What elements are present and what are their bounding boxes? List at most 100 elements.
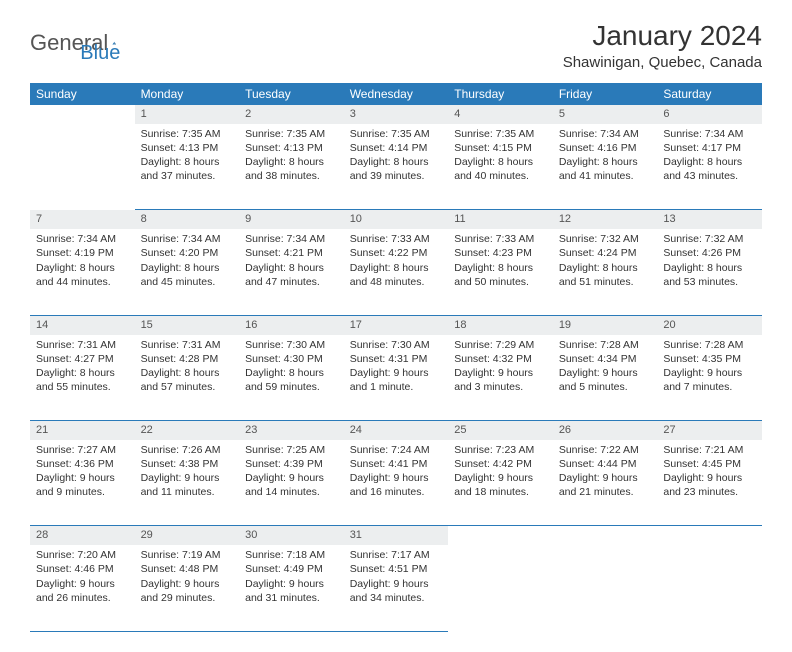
sunset-line: Sunset: 4:31 PM: [350, 352, 443, 366]
day-number-cell: [448, 526, 553, 545]
sunrise-line: Sunrise: 7:35 AM: [350, 127, 443, 141]
day-number-cell: 5: [553, 105, 658, 124]
day-body: Sunrise: 7:32 AMSunset: 4:24 PMDaylight:…: [553, 229, 658, 295]
month-title: January 2024: [563, 20, 762, 52]
daylight-line: Daylight: 9 hours and 16 minutes.: [350, 471, 443, 499]
sunset-line: Sunset: 4:34 PM: [559, 352, 652, 366]
week-row: Sunrise: 7:35 AMSunset: 4:13 PMDaylight:…: [30, 124, 762, 210]
sunset-line: Sunset: 4:38 PM: [141, 457, 234, 471]
day-body: Sunrise: 7:23 AMSunset: 4:42 PMDaylight:…: [448, 440, 553, 506]
daylight-line: Daylight: 9 hours and 26 minutes.: [36, 577, 129, 605]
day-number-cell: [657, 526, 762, 545]
sunrise-line: Sunrise: 7:17 AM: [350, 548, 443, 562]
day-cell: Sunrise: 7:24 AMSunset: 4:41 PMDaylight:…: [344, 440, 449, 526]
daynum-row: 28293031: [30, 526, 762, 545]
day-cell: Sunrise: 7:31 AMSunset: 4:27 PMDaylight:…: [30, 335, 135, 421]
sunset-line: Sunset: 4:19 PM: [36, 246, 129, 260]
day-cell: [657, 545, 762, 631]
day-cell: Sunrise: 7:31 AMSunset: 4:28 PMDaylight:…: [135, 335, 240, 421]
day-cell: Sunrise: 7:35 AMSunset: 4:14 PMDaylight:…: [344, 124, 449, 210]
day-cell: Sunrise: 7:34 AMSunset: 4:21 PMDaylight:…: [239, 229, 344, 315]
daylight-line: Daylight: 8 hours and 48 minutes.: [350, 261, 443, 289]
day-number-cell: 30: [239, 526, 344, 545]
sunrise-line: Sunrise: 7:34 AM: [141, 232, 234, 246]
calendar-head: SundayMondayTuesdayWednesdayThursdayFrid…: [30, 83, 762, 105]
day-body: Sunrise: 7:19 AMSunset: 4:48 PMDaylight:…: [135, 545, 240, 611]
day-cell: Sunrise: 7:33 AMSunset: 4:23 PMDaylight:…: [448, 229, 553, 315]
sunset-line: Sunset: 4:30 PM: [245, 352, 338, 366]
day-body: Sunrise: 7:35 AMSunset: 4:13 PMDaylight:…: [239, 124, 344, 190]
day-cell: [553, 545, 658, 631]
daylight-line: Daylight: 9 hours and 23 minutes.: [663, 471, 756, 499]
sunset-line: Sunset: 4:13 PM: [141, 141, 234, 155]
daylight-line: Daylight: 8 hours and 45 minutes.: [141, 261, 234, 289]
day-cell: Sunrise: 7:30 AMSunset: 4:31 PMDaylight:…: [344, 335, 449, 421]
weekday-header: Monday: [135, 83, 240, 105]
week-row: Sunrise: 7:31 AMSunset: 4:27 PMDaylight:…: [30, 335, 762, 421]
sunrise-line: Sunrise: 7:23 AM: [454, 443, 547, 457]
sunrise-line: Sunrise: 7:34 AM: [245, 232, 338, 246]
sunset-line: Sunset: 4:36 PM: [36, 457, 129, 471]
day-body: Sunrise: 7:31 AMSunset: 4:27 PMDaylight:…: [30, 335, 135, 401]
day-cell: Sunrise: 7:34 AMSunset: 4:20 PMDaylight:…: [135, 229, 240, 315]
week-row: Sunrise: 7:27 AMSunset: 4:36 PM Daylight:…: [30, 440, 762, 526]
sunrise-line: Sunrise: 7:31 AM: [36, 338, 129, 352]
daylight-line: Daylight: 8 hours and 59 minutes.: [245, 366, 338, 394]
daylight-line: Daylight: 8 hours and 43 minutes.: [663, 155, 756, 183]
day-number-cell: 24: [344, 421, 449, 440]
day-cell: Sunrise: 7:34 AMSunset: 4:19 PMDaylight:…: [30, 229, 135, 315]
day-body: Sunrise: 7:35 AMSunset: 4:14 PMDaylight:…: [344, 124, 449, 190]
weekday-header: Wednesday: [344, 83, 449, 105]
location-text: Shawinigan, Quebec, Canada: [563, 54, 762, 71]
day-number-cell: 13: [657, 210, 762, 229]
sunrise-line: Sunrise: 7:25 AM: [245, 443, 338, 457]
day-cell: Sunrise: 7:21 AMSunset: 4:45 PMDaylight:…: [657, 440, 762, 526]
sunrise-line: Sunrise: 7:24 AM: [350, 443, 443, 457]
day-cell: Sunrise: 7:28 AMSunset: 4:34 PMDaylight:…: [553, 335, 658, 421]
sunset-line: Sunset: 4:39 PM: [245, 457, 338, 471]
day-body: Sunrise: 7:26 AMSunset: 4:38 PMDaylight:…: [135, 440, 240, 506]
daylight-line: Daylight: 8 hours and 50 minutes.: [454, 261, 547, 289]
daylight-line: Daylight: 8 hours and 57 minutes.: [141, 366, 234, 394]
day-number-cell: 10: [344, 210, 449, 229]
sunset-line: Sunset: 4:15 PM: [454, 141, 547, 155]
day-body: Sunrise: 7:34 AMSunset: 4:19 PMDaylight:…: [30, 229, 135, 295]
day-cell: Sunrise: 7:27 AMSunset: 4:36 PMDaylight:…: [30, 440, 135, 526]
calendar-table: SundayMondayTuesdayWednesdayThursdayFrid…: [30, 83, 762, 632]
day-cell: [30, 124, 135, 210]
weekday-row: SundayMondayTuesdayWednesdayThursdayFrid…: [30, 83, 762, 105]
sunset-line: Sunset: 4:13 PM: [245, 141, 338, 155]
day-body: Sunrise: 7:34 AMSunset: 4:21 PMDaylight:…: [239, 229, 344, 295]
sunset-line: Sunset: 4:17 PM: [663, 141, 756, 155]
sunset-line: Sunset: 4:51 PM: [350, 562, 443, 576]
day-number-cell: 12: [553, 210, 658, 229]
day-body: Sunrise: 7:34 AMSunset: 4:17 PMDaylight:…: [657, 124, 762, 190]
day-cell: Sunrise: 7:34 AMSunset: 4:17 PMDaylight:…: [657, 124, 762, 210]
day-cell: Sunrise: 7:35 AMSunset: 4:13 PMDaylight:…: [135, 124, 240, 210]
day-cell: Sunrise: 7:18 AMSunset: 4:49 PMDaylight:…: [239, 545, 344, 631]
day-body: Sunrise: 7:30 AMSunset: 4:31 PMDaylight:…: [344, 335, 449, 401]
calendar-body: 123456Sunrise: 7:35 AMSunset: 4:13 PMDay…: [30, 105, 762, 631]
sunrise-line: Sunrise: 7:28 AM: [663, 338, 756, 352]
sunrise-line: Sunrise: 7:21 AM: [663, 443, 756, 457]
sunrise-line: Sunrise: 7:27 AM: [36, 443, 129, 457]
sunrise-line: Sunrise: 7:34 AM: [36, 232, 129, 246]
day-body: Sunrise: 7:22 AMSunset: 4:44 PMDaylight:…: [553, 440, 658, 506]
sunrise-line: Sunrise: 7:34 AM: [663, 127, 756, 141]
day-body: Sunrise: 7:31 AMSunset: 4:28 PMDaylight:…: [135, 335, 240, 401]
day-cell: Sunrise: 7:30 AMSunset: 4:30 PMDaylight:…: [239, 335, 344, 421]
day-cell: Sunrise: 7:28 AMSunset: 4:35 PMDaylight:…: [657, 335, 762, 421]
daynum-row: 14151617181920: [30, 315, 762, 334]
daylight-line: Daylight: 9 hours and 14 minutes.: [245, 471, 338, 499]
brand-part2: Blue: [80, 42, 120, 65]
day-cell: Sunrise: 7:32 AMSunset: 4:26 PMDaylight:…: [657, 229, 762, 315]
sunrise-line: Sunrise: 7:35 AM: [245, 127, 338, 141]
sunrise-line: Sunrise: 7:22 AM: [559, 443, 652, 457]
sunset-line: Sunset: 4:35 PM: [663, 352, 756, 366]
daynum-row: 78910111213: [30, 210, 762, 229]
daylight-line: Daylight: 8 hours and 39 minutes.: [350, 155, 443, 183]
day-number-cell: 11: [448, 210, 553, 229]
day-body: Sunrise: 7:24 AMSunset: 4:41 PMDaylight:…: [344, 440, 449, 506]
day-number-cell: 18: [448, 315, 553, 334]
sunset-line: Sunset: 4:48 PM: [141, 562, 234, 576]
